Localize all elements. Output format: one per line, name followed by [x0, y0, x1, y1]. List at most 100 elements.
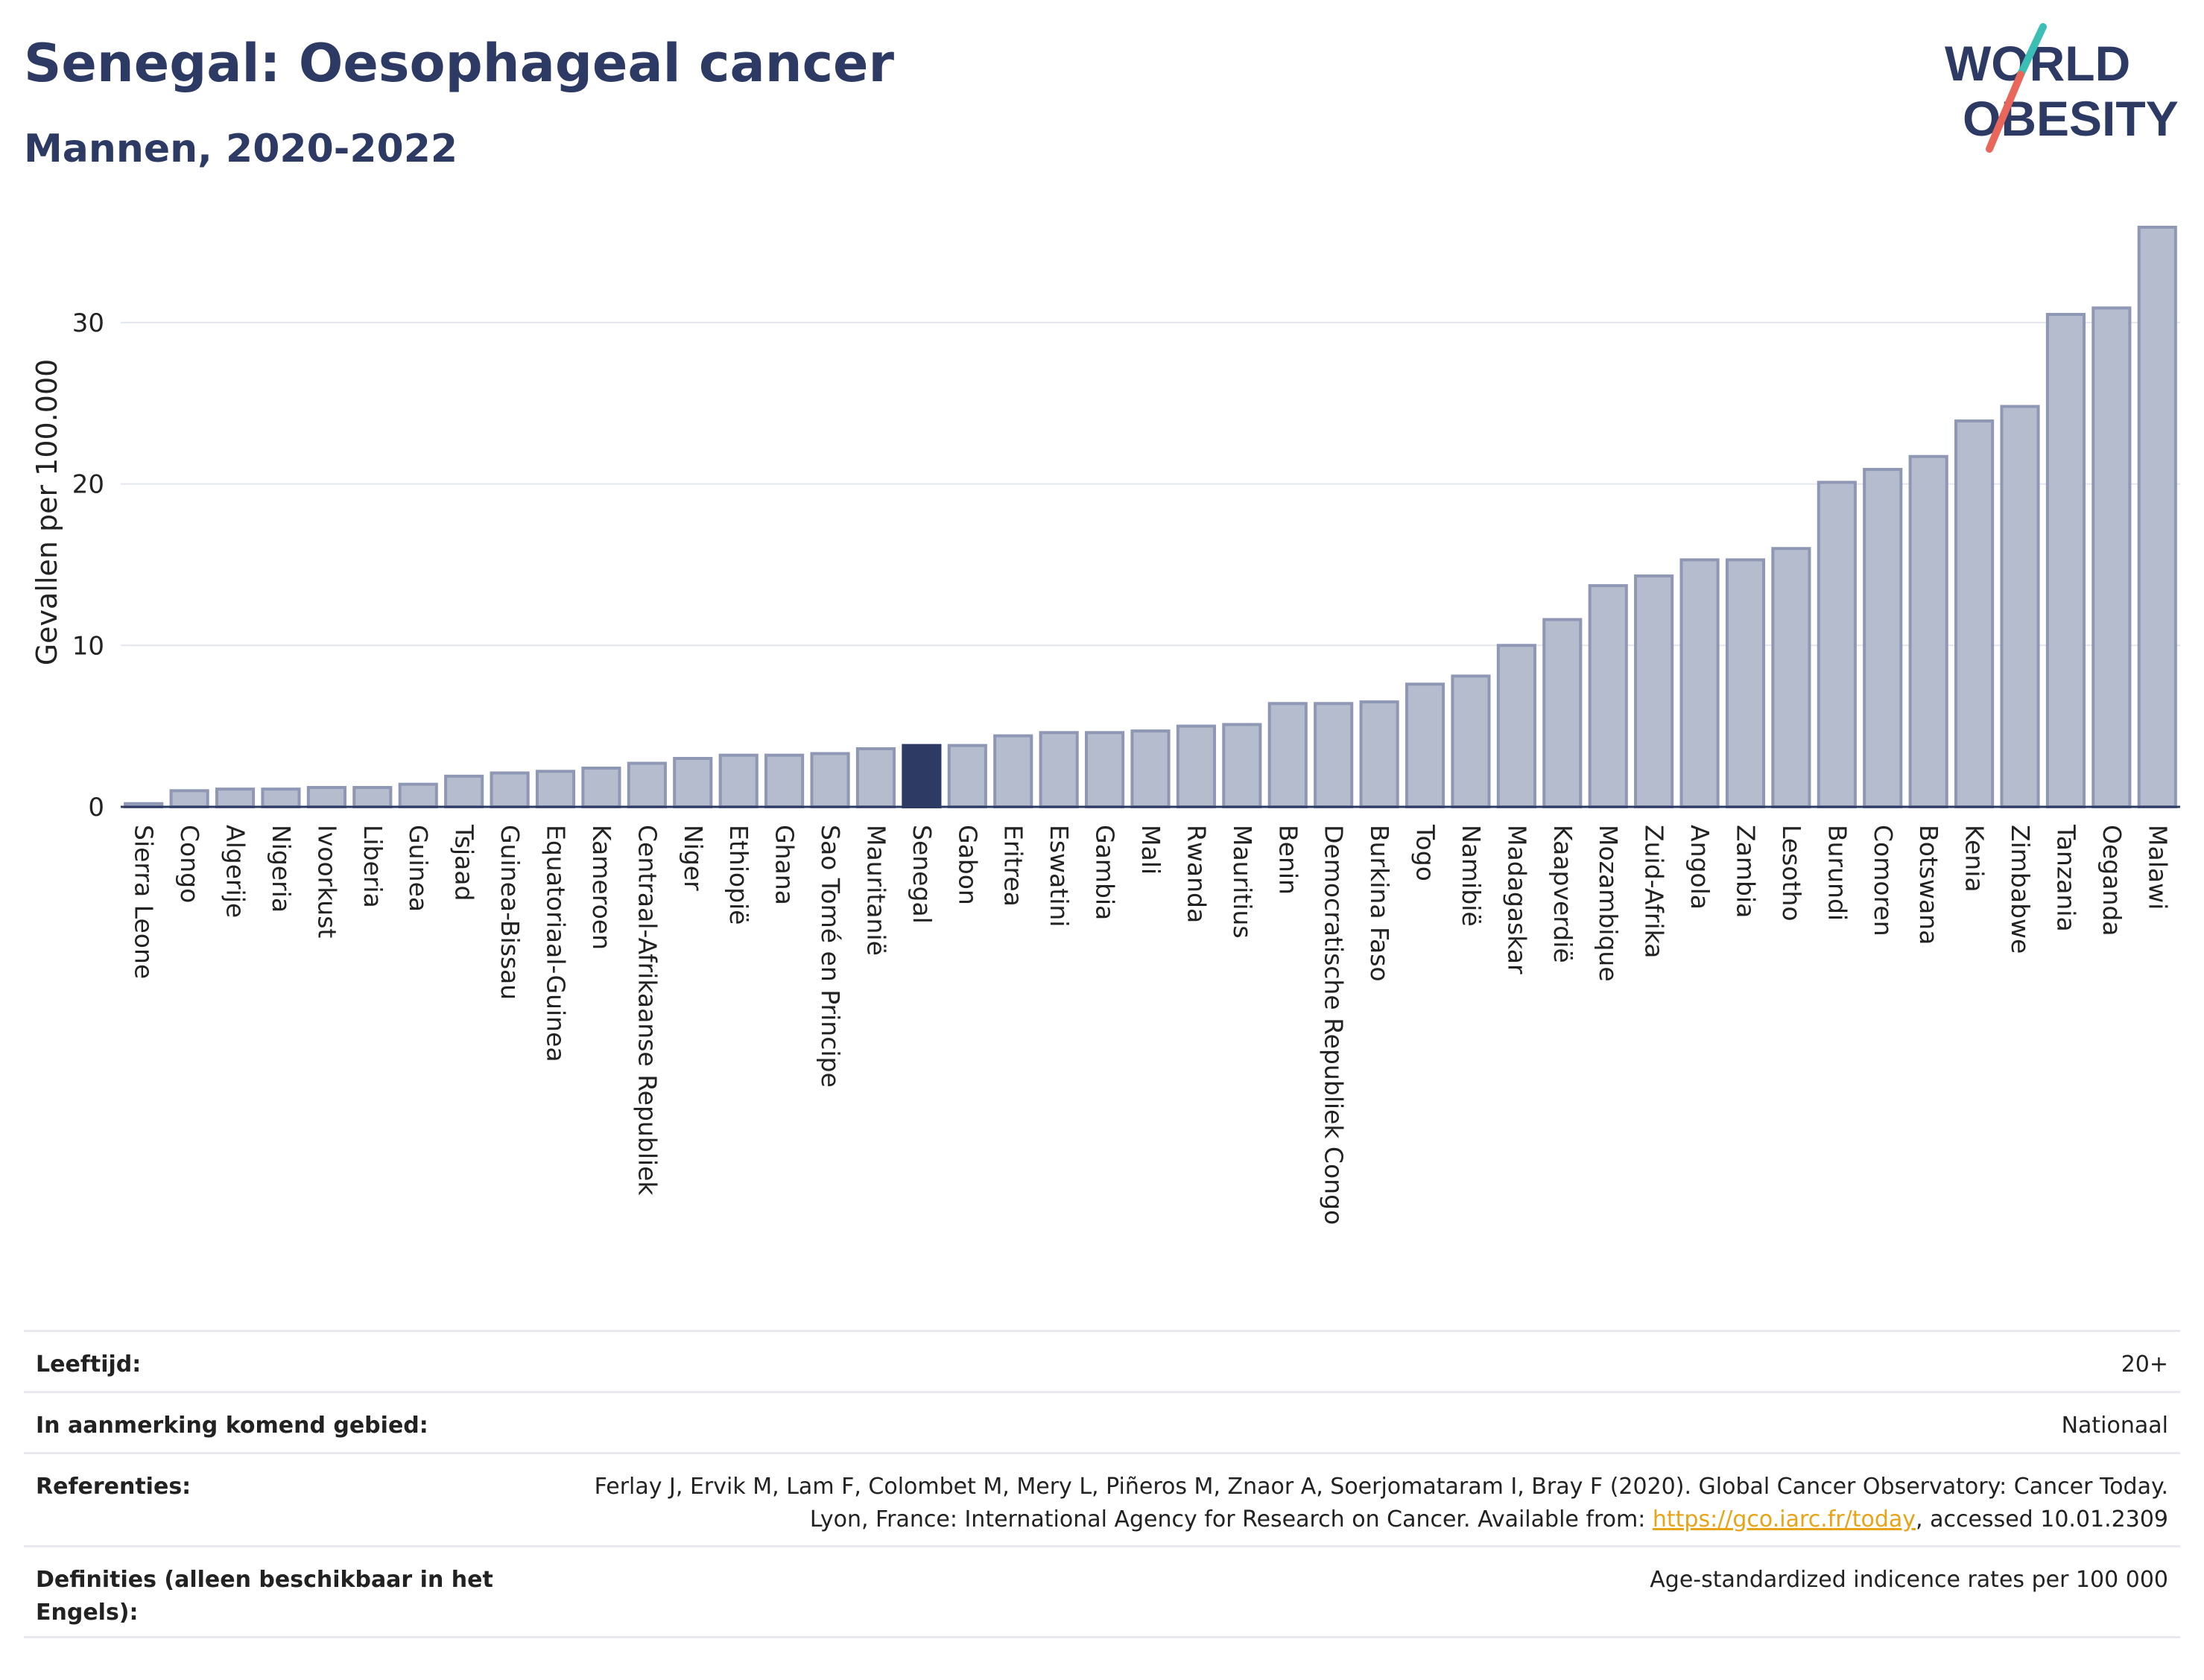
x-tick-label: Rwanda [1182, 825, 1211, 923]
definitions-label: Definities (alleen beschikbaar in het En… [36, 1567, 493, 1626]
bar [1817, 481, 1857, 808]
bar [535, 770, 576, 808]
bar [261, 787, 301, 808]
info-row-area: In aanmerking komend gebied: Nationaal [24, 1391, 2180, 1452]
y-axis-title: Gevallen per 100.000 [31, 359, 63, 666]
x-tick-label: Guinea-Bissau [495, 825, 525, 1000]
bar [1085, 731, 1125, 808]
bar [718, 753, 759, 808]
age-label: Leeftijd: [36, 1351, 142, 1378]
x-tick-label: Eswatini [1045, 825, 1074, 927]
x-tick-label: Zuid-Afrika [1640, 825, 1669, 958]
info-row-age: Leeftijd: 20+ [24, 1330, 2180, 1391]
bar [1359, 700, 1399, 808]
bar [2000, 405, 2040, 808]
x-tick-label: Democratische Republiek Congo [1320, 825, 1349, 1225]
x-tick-label: Zimbabwe [2006, 825, 2035, 954]
bar [993, 734, 1033, 808]
x-tick-label: Nigeria [267, 825, 296, 913]
bar [1542, 618, 1583, 809]
bar [215, 787, 256, 808]
x-tick-label: Sao Tomé en Principe [816, 825, 845, 1088]
bar [1679, 558, 1720, 808]
bar [1725, 558, 1766, 808]
bar [1496, 644, 1536, 808]
x-tick-label: Ghana [770, 825, 799, 905]
x-tick-label: Botswana [1914, 825, 1943, 945]
x-tick-label: Mali [1136, 825, 1165, 875]
logo-slash-top [2017, 23, 2047, 78]
world-obesity-logo: WORLD OBESITY [1945, 23, 2179, 153]
definitions-value: Age-standardized indicence rates per 100… [1650, 1567, 2168, 1593]
bar [764, 753, 805, 808]
bar [444, 774, 484, 809]
x-tick-label: Mauritanië [861, 825, 890, 956]
x-tick-label: Gabon [953, 825, 982, 905]
x-tick-label: Benin [1273, 825, 1302, 895]
bar [1588, 584, 1628, 809]
x-tick-label: Comoren [1869, 825, 1898, 936]
bar [1954, 419, 1995, 808]
bar [169, 789, 209, 808]
area-label: In aanmerking komend gebied: [36, 1413, 428, 1439]
references-link[interactable]: https://gco.iarc.fr/today [1652, 1506, 1916, 1532]
area-value: Nationaal [2061, 1413, 2168, 1439]
bar [2045, 313, 2086, 808]
bar [2091, 306, 2132, 809]
x-tick-label: Liberia [358, 825, 387, 908]
x-tick-label: Togo [1411, 824, 1440, 881]
bar [1267, 702, 1308, 809]
x-tick-label: Equatoriaal-Guinea [542, 825, 571, 1062]
x-tick-label: Mozambique [1594, 825, 1623, 982]
bar [1771, 547, 1811, 808]
bar [2137, 226, 2177, 808]
bar-chart: 0 10 20 30 Gevallen per 100.000 Sierra Leone C… [31, 226, 2180, 1225]
x-tick-label: Eritrea [999, 825, 1028, 907]
bar [1908, 454, 1948, 808]
references-value: Ferlay J, Ervik M, Lam F, Colombet M, Me… [554, 1454, 2180, 1552]
x-tick-label: Niger [679, 825, 708, 891]
x-tick-label: Angola [1685, 825, 1714, 910]
y-tick-label: 10 [72, 631, 104, 661]
bar [1634, 574, 1674, 808]
x-tick-label: Burundi [1823, 825, 1852, 921]
x-tick-label: Senegal [908, 825, 937, 924]
x-tick-label: Gambia [1091, 825, 1120, 920]
bar [1863, 468, 1903, 808]
x-tick-label: Tsjaad [450, 824, 479, 901]
y-tick-label: 0 [88, 793, 104, 822]
x-tick-label: Oeganda [2097, 825, 2127, 936]
x-tick-label: Sierra Leone [130, 825, 159, 979]
x-tick-label: Guinea [404, 825, 433, 912]
references-text: Ferlay J, Ervik M, Lam F, Colombet M, Me… [594, 1474, 2168, 1532]
bar [902, 744, 942, 808]
x-tick-label: Lesotho [1777, 825, 1806, 922]
x-tick-label: Centraal-Afrikaanse Republiek [633, 825, 662, 1196]
x-tick-label: Ivoorkust [312, 825, 341, 938]
x-tick-label: Kameroen [587, 825, 616, 950]
bar [1405, 682, 1445, 809]
info-table: Leeftijd: 20+ In aanmerking komend gebie… [24, 1330, 2180, 1638]
references-accessed: , accessed 10.01.2309 [1916, 1506, 2168, 1532]
x-tick-label: Kaapverdië [1548, 825, 1577, 963]
logo-slash-bottom [1986, 71, 2024, 153]
bar [673, 756, 713, 809]
info-row-references: Referenties: Ferlay J, Ervik M, Lam F, C… [24, 1452, 2180, 1545]
bar [490, 771, 530, 808]
x-tick-label: Madagaskar [1502, 825, 1531, 974]
bar [947, 744, 987, 808]
bar [1176, 724, 1216, 809]
bar [1039, 731, 1079, 808]
bar [1314, 702, 1354, 809]
info-row-definitions: Definities (alleen beschikbaar in het En… [24, 1545, 2180, 1638]
x-tick-label: Congo [175, 825, 204, 903]
x-tick-label: Mauritius [1228, 825, 1257, 939]
x-tick-label: Algerije [221, 825, 250, 918]
bar [627, 761, 667, 808]
y-tick-label: 30 [72, 308, 104, 338]
references-label: Referenties: [36, 1474, 191, 1500]
bar [398, 782, 438, 809]
x-tick-label: Malawi [2143, 825, 2172, 910]
bar [810, 752, 850, 808]
bar [1130, 729, 1171, 808]
